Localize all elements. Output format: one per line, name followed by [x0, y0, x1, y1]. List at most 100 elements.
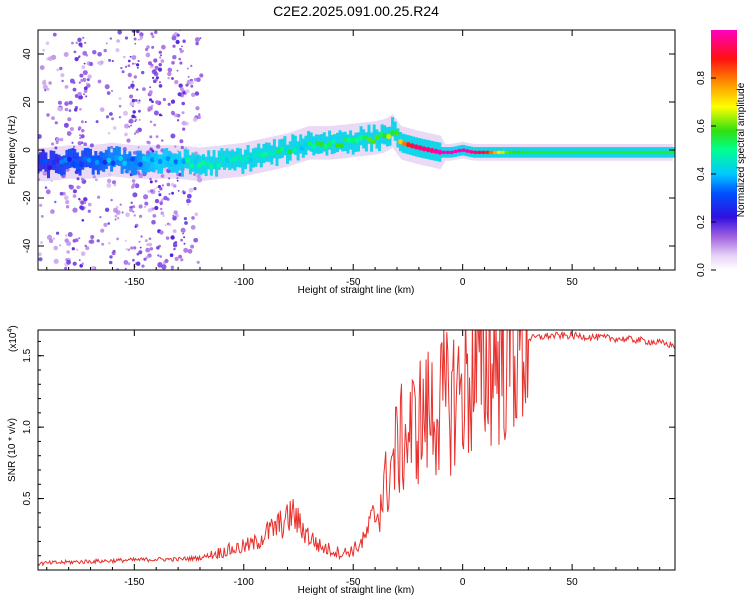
ridge-band — [293, 135, 297, 155]
noise-speck — [133, 132, 137, 135]
ridge-peak — [567, 150, 573, 155]
noise-streak — [149, 120, 153, 124]
ridge-band — [152, 152, 156, 172]
spectrogram-y-ticks: -40 -20 0 20 40 — [22, 48, 675, 253]
noise-speck — [108, 242, 111, 245]
noise-streak — [148, 106, 153, 111]
ridge-band — [283, 136, 287, 156]
ridge-peak — [339, 142, 344, 148]
colorbar-tick-label: 0.8 — [696, 71, 707, 85]
noise-streak — [151, 100, 154, 103]
noise-speck — [68, 100, 73, 105]
ridge-band — [183, 148, 187, 168]
ridge-peak — [421, 146, 427, 152]
noise-speck — [76, 185, 80, 189]
snr-plot-area — [38, 330, 675, 567]
noise-streak — [133, 151, 137, 155]
ridge-peak — [145, 157, 151, 163]
noise-speck — [90, 235, 95, 239]
noise-streak — [158, 50, 162, 54]
noise-speck — [157, 254, 160, 257]
noise-streak — [178, 254, 183, 259]
noise-speck — [99, 216, 102, 219]
ridge-peak — [177, 159, 183, 166]
noise-speck — [186, 67, 189, 70]
noise-streak — [159, 230, 164, 235]
noise-speck — [56, 68, 59, 71]
ridge-peak — [366, 136, 372, 142]
noise-speck — [167, 67, 173, 73]
x-tick-label: -100 — [234, 577, 254, 588]
ridge-peak — [157, 158, 163, 164]
ridge-peak — [409, 143, 415, 149]
ridge-peak — [547, 150, 553, 155]
noise-speck — [124, 65, 128, 69]
noise-streak — [79, 134, 81, 137]
ridge-peak — [279, 146, 285, 152]
noise-speck — [138, 204, 143, 209]
ridge-peak — [327, 142, 332, 148]
ridge-peak — [390, 130, 395, 136]
noise-speck — [73, 50, 77, 54]
noise-speck — [113, 183, 117, 187]
noise-streak — [137, 38, 140, 41]
ridge-band — [378, 131, 381, 152]
ridge-peak — [47, 165, 53, 171]
noise-speck — [87, 202, 92, 207]
noise-speck — [42, 48, 45, 52]
ridge-peak — [126, 161, 131, 167]
ridge-peak — [67, 156, 72, 162]
ridge-peak — [583, 150, 589, 155]
ridge-band — [330, 134, 334, 155]
noise-streak — [136, 261, 141, 266]
ridge-peak — [622, 150, 628, 155]
noise-speck — [52, 32, 57, 37]
noise-speck — [129, 101, 135, 107]
ridge-peak — [512, 150, 518, 155]
ridge-band — [128, 151, 132, 171]
noise-streak — [128, 125, 131, 128]
ridge-peak — [331, 139, 336, 145]
ridge-band — [191, 152, 195, 172]
snr-panel: -150 -100 -50 0 50 0.5 1.0 1.5 Height of strai… — [7, 325, 676, 596]
noise-speck — [124, 239, 128, 242]
noise-speck — [44, 79, 46, 82]
noise-speck — [194, 37, 200, 43]
ridge-peak — [276, 148, 281, 154]
noise-speck — [55, 141, 59, 145]
noise-streak — [129, 207, 133, 212]
ridge-peak — [346, 137, 352, 143]
x-tick-label: -100 — [234, 277, 254, 288]
noise-streak — [170, 99, 176, 104]
ridge-band — [207, 150, 211, 170]
noise-streak — [160, 174, 165, 178]
x-tick-label: 0 — [460, 577, 466, 588]
ridge-peak — [59, 159, 64, 165]
ridge-peak — [153, 156, 159, 162]
ridge-peak — [484, 150, 490, 155]
noise-speck — [124, 132, 128, 137]
noise-speck — [114, 218, 117, 221]
noise-streak — [77, 91, 82, 96]
noise-speck — [110, 145, 114, 149]
noise-speck — [99, 107, 105, 112]
colorbar-tick-label: 0.2 — [696, 215, 707, 229]
ridge-peak — [662, 150, 667, 155]
noise-streak — [153, 58, 158, 63]
noise-streak — [132, 183, 136, 187]
noise-streak — [79, 108, 82, 111]
noise-speck — [116, 237, 119, 241]
noise-speck — [78, 237, 81, 240]
noise-speck — [133, 37, 137, 41]
noise-streak — [127, 72, 132, 78]
noise-speck — [154, 30, 158, 34]
noise-speck — [147, 208, 152, 213]
noise-speck — [100, 228, 105, 233]
noise-streak — [132, 105, 134, 108]
noise-streak — [182, 39, 186, 43]
ridge-band — [75, 152, 79, 172]
noise-streak — [160, 207, 163, 211]
ridge-peak — [575, 150, 581, 155]
ridge-band — [396, 128, 400, 148]
noise-speck — [105, 115, 110, 119]
